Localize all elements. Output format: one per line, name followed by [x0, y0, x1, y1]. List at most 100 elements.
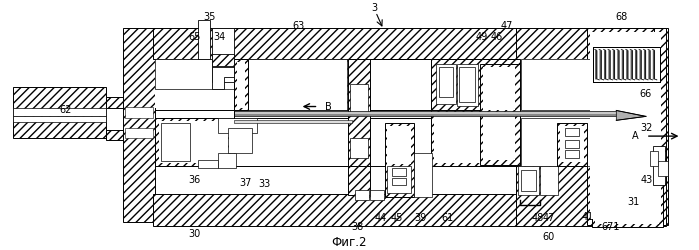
Text: 39: 39 — [414, 213, 426, 223]
Text: 34: 34 — [214, 32, 226, 42]
Bar — [658, 161, 668, 176]
Bar — [370, 190, 384, 200]
Text: 38: 38 — [352, 222, 364, 232]
Bar — [212, 64, 233, 82]
Polygon shape — [154, 59, 233, 89]
Bar — [236, 62, 245, 108]
Bar — [348, 59, 370, 166]
Bar — [650, 151, 658, 166]
Bar — [106, 97, 126, 108]
Bar — [233, 112, 619, 116]
Text: 63: 63 — [293, 21, 305, 31]
Bar — [125, 106, 152, 118]
Bar — [350, 84, 368, 116]
Bar — [161, 123, 190, 161]
Bar — [521, 118, 590, 166]
Bar — [159, 121, 228, 163]
Bar — [212, 54, 233, 66]
Text: 68: 68 — [615, 12, 628, 22]
Bar — [557, 123, 586, 166]
Bar — [247, 59, 350, 110]
Text: 32: 32 — [641, 123, 653, 133]
Bar — [521, 59, 657, 166]
Text: 671: 671 — [601, 222, 619, 232]
Bar — [228, 128, 252, 153]
Text: 31: 31 — [627, 197, 639, 207]
Bar — [483, 116, 514, 160]
Bar — [593, 47, 660, 82]
Bar — [586, 28, 668, 225]
Text: 35: 35 — [203, 12, 216, 22]
Bar — [516, 28, 665, 226]
Bar — [431, 110, 519, 166]
Bar — [384, 123, 414, 197]
Bar — [387, 166, 411, 193]
Text: 61: 61 — [442, 213, 454, 223]
Bar — [459, 67, 475, 102]
Bar — [565, 128, 579, 136]
Bar — [435, 64, 456, 104]
Polygon shape — [212, 67, 233, 89]
Bar — [480, 114, 519, 165]
Text: 41: 41 — [582, 212, 594, 222]
Bar — [152, 28, 518, 59]
Bar — [13, 87, 106, 138]
Bar — [106, 130, 126, 140]
Bar — [654, 28, 665, 225]
Text: 37: 37 — [239, 178, 252, 188]
Bar — [653, 146, 665, 186]
Bar — [392, 178, 406, 186]
Bar — [233, 114, 619, 116]
Bar — [125, 128, 152, 138]
Bar — [123, 28, 154, 222]
Text: Фиг.2: Фиг.2 — [331, 236, 367, 249]
Text: 3: 3 — [372, 3, 377, 13]
Bar — [593, 47, 660, 82]
Bar — [591, 166, 663, 227]
Bar — [518, 166, 540, 195]
Bar — [348, 166, 370, 195]
Bar — [355, 190, 369, 200]
Bar — [13, 116, 106, 122]
Bar — [540, 166, 558, 195]
Bar — [248, 59, 347, 110]
Text: 33: 33 — [258, 180, 271, 190]
Bar — [154, 118, 233, 166]
Bar — [392, 168, 406, 175]
Text: 62: 62 — [59, 106, 72, 116]
Text: A: A — [633, 131, 639, 141]
Polygon shape — [617, 110, 646, 120]
Bar — [414, 153, 432, 197]
Text: 65: 65 — [188, 32, 201, 42]
Bar — [212, 28, 233, 67]
Bar — [456, 64, 478, 106]
Bar — [154, 59, 273, 108]
Text: 49: 49 — [476, 32, 489, 42]
Bar — [521, 170, 536, 191]
Bar — [350, 138, 368, 158]
Bar — [233, 59, 248, 110]
Text: 44: 44 — [375, 213, 387, 223]
Bar — [590, 84, 657, 212]
Text: 48: 48 — [531, 213, 544, 223]
Bar — [233, 120, 352, 123]
Text: B: B — [325, 102, 332, 112]
Bar — [13, 108, 106, 116]
Bar — [198, 160, 218, 168]
Bar — [560, 126, 584, 162]
Bar — [521, 59, 590, 110]
Bar — [595, 170, 658, 224]
Bar — [483, 67, 514, 110]
Bar — [480, 64, 519, 116]
Bar — [439, 67, 452, 97]
Bar — [387, 126, 411, 164]
Bar — [431, 59, 519, 110]
Text: 66: 66 — [640, 89, 652, 99]
Text: 43: 43 — [641, 174, 653, 184]
Text: 47: 47 — [500, 21, 513, 31]
Bar — [434, 114, 517, 163]
Bar — [218, 153, 236, 168]
Text: 30: 30 — [188, 229, 201, 239]
Text: 47: 47 — [543, 213, 556, 223]
Bar — [198, 20, 210, 59]
